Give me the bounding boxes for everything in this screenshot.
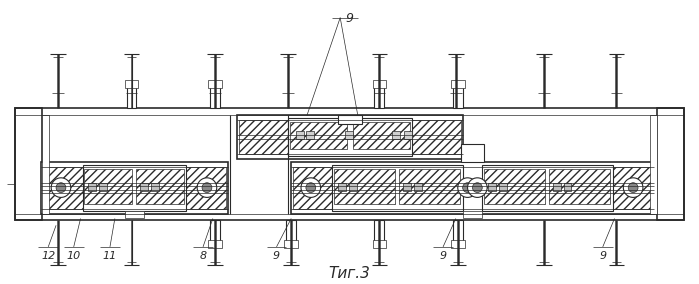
Bar (15, 108, 43, 220)
Bar (373, 80, 387, 88)
Bar (208, 80, 222, 88)
Circle shape (468, 178, 487, 197)
Text: Τиг.3: Τиг.3 (328, 266, 370, 281)
Bar (612, 166, 651, 209)
Text: 9: 9 (440, 251, 447, 261)
Bar (99, 183, 107, 191)
Bar (187, 166, 226, 209)
Bar (124, 211, 144, 218)
Bar (403, 183, 411, 191)
Text: 9: 9 (345, 12, 353, 25)
Bar (306, 131, 314, 139)
Bar (127, 86, 136, 108)
Bar (451, 240, 465, 248)
Bar (338, 183, 346, 191)
Bar (238, 115, 463, 159)
Bar (291, 162, 654, 214)
Circle shape (458, 178, 477, 197)
Bar (353, 122, 410, 149)
Bar (85, 170, 133, 204)
Text: 11: 11 (103, 251, 117, 261)
Bar (290, 122, 347, 149)
Bar (375, 220, 384, 242)
Bar (82, 165, 187, 211)
Text: 9: 9 (273, 251, 280, 261)
Bar (293, 166, 332, 209)
Bar (399, 170, 460, 204)
Text: 9: 9 (599, 251, 606, 261)
Bar (453, 86, 463, 108)
Bar (453, 220, 463, 242)
Bar (345, 131, 353, 139)
Circle shape (56, 183, 66, 193)
Bar (499, 183, 507, 191)
Bar (451, 80, 465, 88)
Bar (41, 162, 228, 214)
Bar (288, 118, 412, 156)
Circle shape (628, 183, 638, 193)
Bar (136, 170, 185, 204)
Bar (43, 166, 82, 209)
Bar (461, 144, 484, 162)
Bar (338, 115, 362, 124)
Bar (488, 183, 496, 191)
Bar (404, 131, 412, 139)
Bar (140, 183, 148, 191)
Bar (88, 183, 96, 191)
Bar (208, 240, 222, 248)
Bar (284, 240, 298, 248)
Circle shape (473, 183, 482, 193)
Text: 10: 10 (66, 251, 81, 261)
Circle shape (202, 183, 212, 193)
Circle shape (197, 178, 217, 197)
Bar (463, 211, 482, 218)
Bar (412, 120, 461, 154)
Bar (239, 120, 288, 154)
Bar (296, 131, 304, 139)
Bar (210, 86, 219, 108)
Bar (43, 115, 49, 214)
Bar (414, 183, 421, 191)
Circle shape (51, 178, 71, 197)
Bar (210, 220, 219, 242)
Bar (482, 165, 612, 211)
Bar (549, 170, 610, 204)
Bar (332, 165, 463, 211)
Bar (287, 220, 296, 242)
Bar (392, 131, 400, 139)
Bar (15, 108, 684, 220)
Bar (124, 80, 138, 88)
Bar (563, 183, 571, 191)
Text: 8: 8 (199, 251, 207, 261)
Circle shape (306, 183, 316, 193)
Bar (650, 115, 656, 214)
Bar (373, 240, 387, 248)
Bar (484, 170, 545, 204)
Circle shape (624, 178, 643, 197)
Bar (349, 183, 357, 191)
Text: 12: 12 (41, 251, 55, 261)
Bar (375, 86, 384, 108)
Bar (656, 108, 684, 220)
Bar (553, 183, 561, 191)
Bar (151, 183, 159, 191)
Circle shape (463, 183, 473, 193)
Bar (334, 170, 395, 204)
Circle shape (301, 178, 321, 197)
